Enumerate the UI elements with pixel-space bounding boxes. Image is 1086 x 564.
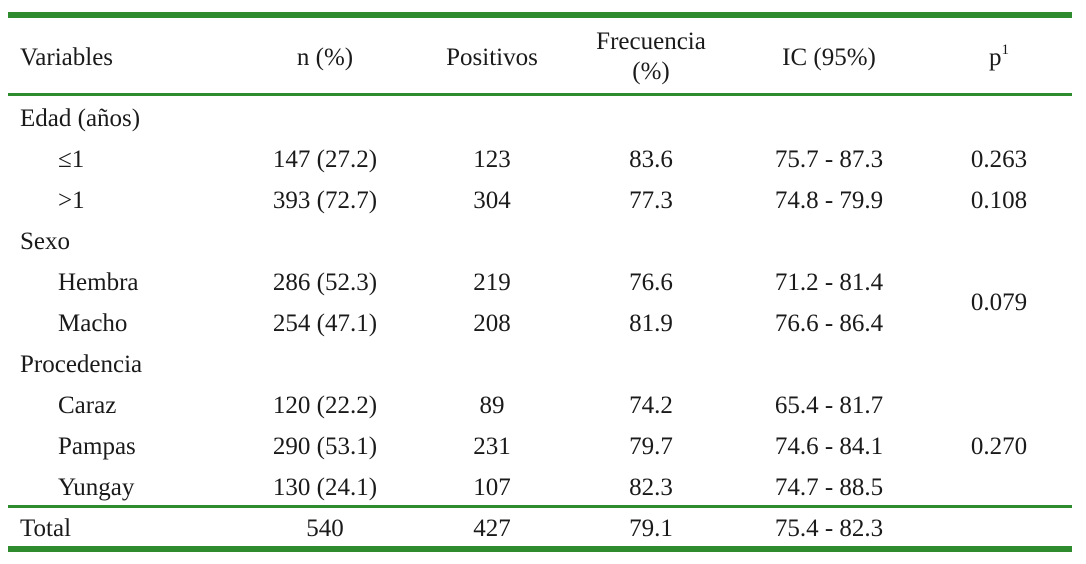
row-label: ≤1 (58, 146, 85, 173)
row-label: Caraz (58, 392, 117, 419)
group-label-edad: Edad (años) (20, 105, 141, 132)
row-ic: 76.6 - 86.4 (774, 310, 884, 337)
row-ic: 65.4 - 81.7 (774, 392, 884, 419)
header-ic: IC (95%) (782, 44, 876, 71)
row-frecuencia: 83.6 (629, 146, 673, 173)
total-rule (8, 505, 1072, 508)
header-n: n (%) (296, 44, 354, 71)
row-frecuencia: 79.7 (629, 433, 673, 460)
row-frecuencia: 77.3 (629, 187, 673, 214)
row-label: Macho (58, 310, 128, 337)
total-label: Total (20, 515, 72, 542)
bottom-rule (8, 546, 1072, 552)
row-label: >1 (58, 187, 85, 214)
row-frecuencia: 82.3 (629, 474, 673, 501)
header-variables: Variables (20, 44, 114, 71)
row-label: Yungay (58, 474, 135, 501)
total-ic: 75.4 - 82.3 (774, 515, 884, 542)
row-frecuencia: 76.6 (629, 269, 673, 296)
row-n: 393 (72.7) (272, 187, 378, 214)
header-frecuencia: Frecuencia (%) (596, 27, 706, 87)
row-n: 290 (53.1) (272, 433, 378, 460)
row-positivos: 123 (473, 146, 511, 173)
row-frecuencia: 81.9 (629, 310, 673, 337)
header-p-footnote: 1 (1001, 41, 1010, 58)
header-positivos: Positivos (446, 44, 538, 71)
row-positivos: 107 (473, 474, 511, 501)
row-ic: 74.8 - 79.9 (774, 187, 884, 214)
top-rule (8, 12, 1072, 18)
row-positivos: 231 (473, 433, 511, 460)
row-p: 0.263 (970, 146, 1028, 173)
total-frecuencia: 79.1 (629, 515, 673, 542)
total-positivos: 427 (473, 515, 511, 542)
group-p-sexo: 0.079 (970, 289, 1028, 316)
row-ic: 75.7 - 87.3 (774, 146, 884, 173)
row-ic: 71.2 - 81.4 (774, 269, 884, 296)
row-ic: 74.7 - 88.5 (774, 474, 884, 501)
row-positivos: 208 (473, 310, 511, 337)
row-n: 147 (27.2) (272, 146, 378, 173)
header-p: p1 (989, 41, 1010, 73)
row-n: 120 (22.2) (272, 392, 378, 419)
total-n: 540 (306, 515, 344, 542)
group-p-procedencia: 0.270 (970, 433, 1028, 460)
row-positivos: 304 (473, 187, 511, 214)
group-label-sexo: Sexo (20, 228, 70, 255)
row-n: 254 (47.1) (272, 310, 378, 337)
row-label: Hembra (58, 269, 139, 296)
row-n: 286 (52.3) (272, 269, 378, 296)
group-label-procedencia: Procedencia (20, 351, 143, 378)
row-label: Pampas (58, 433, 136, 460)
row-frecuencia: 74.2 (629, 392, 673, 419)
row-ic: 74.6 - 84.1 (774, 433, 884, 460)
header-p-text: p (989, 44, 1002, 71)
header-frecuencia-line1: Frecuencia (596, 28, 706, 55)
row-positivos: 219 (473, 269, 511, 296)
header-rule (8, 93, 1072, 96)
row-positivos: 89 (479, 392, 505, 419)
row-n: 130 (24.1) (272, 474, 378, 501)
header-frecuencia-line2: (%) (632, 58, 670, 85)
row-p: 0.108 (970, 187, 1028, 214)
